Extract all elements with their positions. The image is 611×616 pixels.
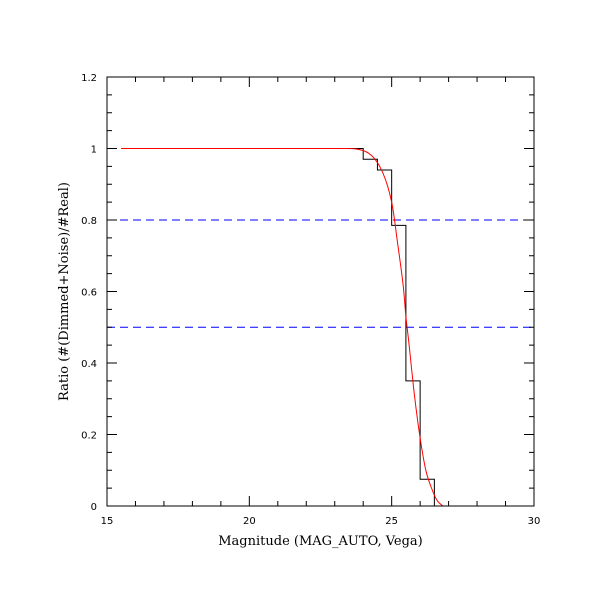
y-tick-label: 0.8 [81,216,97,227]
tick-labels: 15 20 25 30 0 0.2 0.4 0.6 0.8 1 1.2 [81,73,540,527]
tick-marks [106,76,535,507]
reference-lines [107,219,534,328]
x-tick-label: 25 [385,516,398,527]
y-tick-label: 0 [91,502,97,513]
x-tick-label: 30 [528,516,541,527]
y-tick-label: 0.2 [81,431,97,442]
fit-curve-line [121,147,444,507]
y-tick-label: 1 [91,145,97,156]
y-axis-title: Ratio (#(Dimmed+Noise)/#Real) [57,182,72,401]
y-tick-label: 1.2 [81,73,97,84]
x-tick-label: 15 [101,516,114,527]
x-axis-title: Magnitude (MAG_AUTO, Vega) [218,534,423,549]
y-tick-label: 0.6 [81,288,97,299]
y-tick-label: 0.4 [81,359,97,370]
x-tick-label: 20 [243,516,256,527]
